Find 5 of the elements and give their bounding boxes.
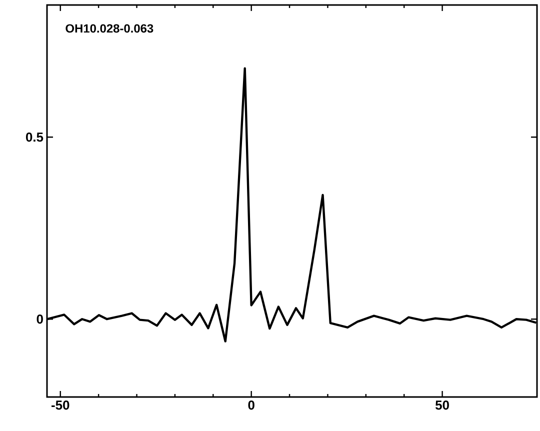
annotation: OH10.028-0.063 <box>66 24 154 33</box>
x-tick-label: -50 <box>52 400 70 410</box>
x-tick-label: 0 <box>248 400 254 410</box>
y-tick-label: 0.5 <box>26 132 44 142</box>
x-tick-label: 50 <box>435 400 449 410</box>
